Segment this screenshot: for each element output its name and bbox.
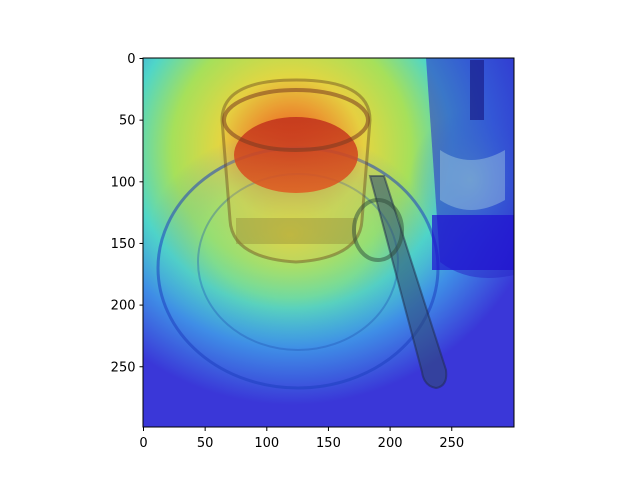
y-tick-label: 0 (127, 52, 135, 67)
y-tick-label: 150 (111, 237, 136, 252)
drink-glass-icon (426, 58, 514, 279)
y-tick-label: 100 (111, 175, 136, 190)
heatmap-image (143, 58, 514, 427)
y-tick-label: 50 (119, 114, 136, 129)
spoon-icon (352, 175, 448, 390)
y-tick-label: 200 (111, 299, 136, 314)
x-tick-label: 250 (439, 436, 464, 451)
y-tick-label: 250 (111, 360, 136, 375)
x-tick-label: 50 (197, 436, 214, 451)
x-tick-label: 0 (139, 436, 147, 451)
x-tick-label: 100 (254, 436, 279, 451)
x-axis: 0 50 100 150 200 250 (139, 427, 464, 451)
y-axis: 0 50 100 150 200 250 (111, 52, 144, 375)
x-tick-label: 150 (316, 436, 341, 451)
x-tick-label: 200 (378, 436, 403, 451)
glass-cup-icon (220, 78, 372, 264)
